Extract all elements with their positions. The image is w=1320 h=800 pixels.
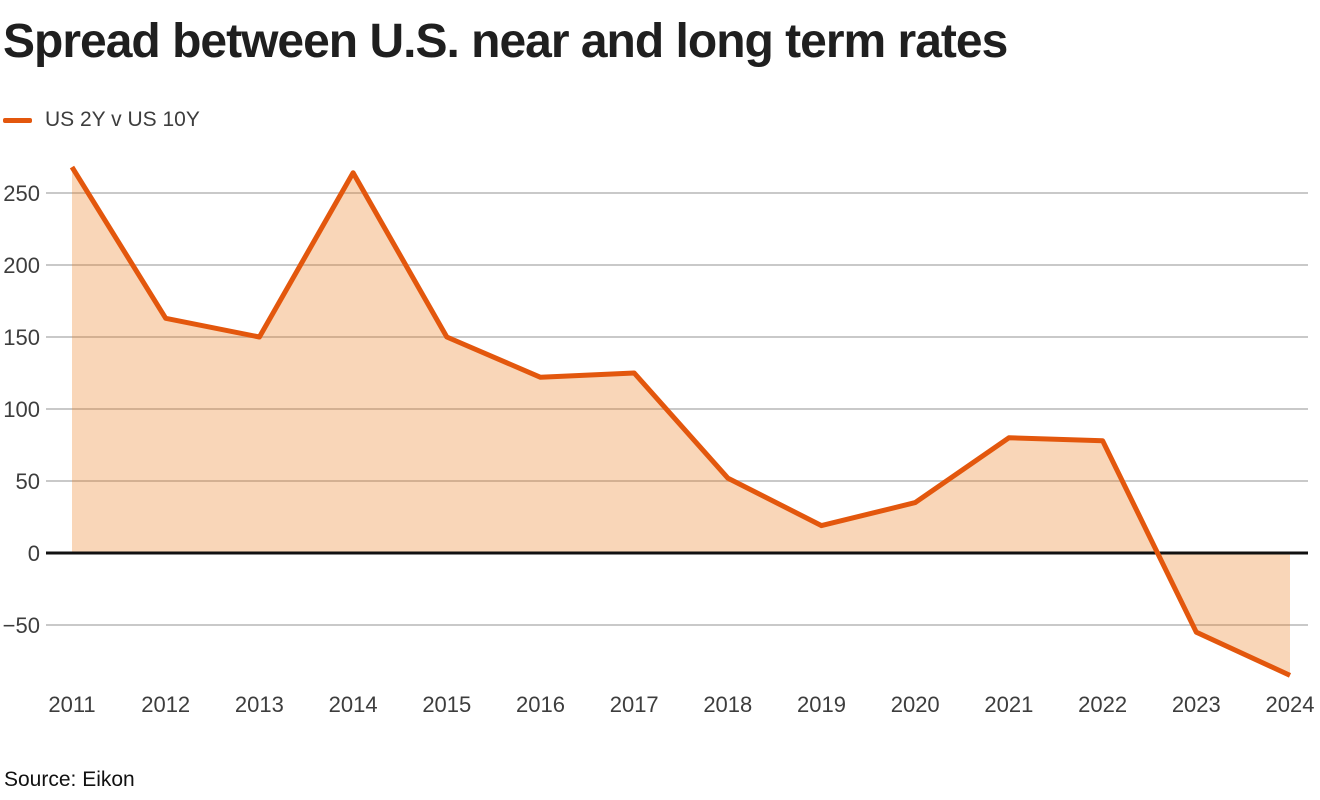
x-tick-label: 2011 — [48, 692, 95, 717]
x-tick-label: 2015 — [422, 692, 471, 717]
y-tick-label: 150 — [3, 325, 40, 350]
legend-label: US 2Y v US 10Y — [45, 108, 200, 131]
x-tick-label: 2017 — [610, 692, 659, 717]
x-tick-label: 2019 — [797, 692, 846, 717]
x-tick-label: 2023 — [1172, 692, 1221, 717]
legend-line-swatch-icon — [3, 117, 32, 123]
x-tick-label: 2024 — [1266, 692, 1315, 717]
y-tick-label: −50 — [3, 613, 40, 638]
y-tick-label: 250 — [3, 181, 40, 206]
y-tick-label: 0 — [28, 541, 40, 566]
x-tick-label: 2022 — [1078, 692, 1127, 717]
x-tick-label: 2014 — [329, 692, 378, 717]
spread-line — [69, 165, 1292, 678]
x-tick-label: 2013 — [235, 692, 284, 717]
x-tick-label: 2018 — [703, 692, 752, 717]
legend: US 2Y v US 10Y — [3, 108, 200, 132]
x-tick-label: 2021 — [984, 692, 1033, 717]
chart-title: Spread between U.S. near and long term r… — [3, 15, 1008, 68]
area-fill — [72, 167, 1290, 676]
x-tick-label: 2020 — [891, 692, 940, 717]
x-tick-label: 2016 — [516, 692, 565, 717]
x-tick-label: 2012 — [141, 692, 190, 717]
y-tick-label: 200 — [3, 253, 40, 278]
y-tick-label: 100 — [3, 397, 40, 422]
source-note: Source: Eikon — [4, 768, 135, 791]
y-tick-label: 50 — [16, 469, 40, 494]
